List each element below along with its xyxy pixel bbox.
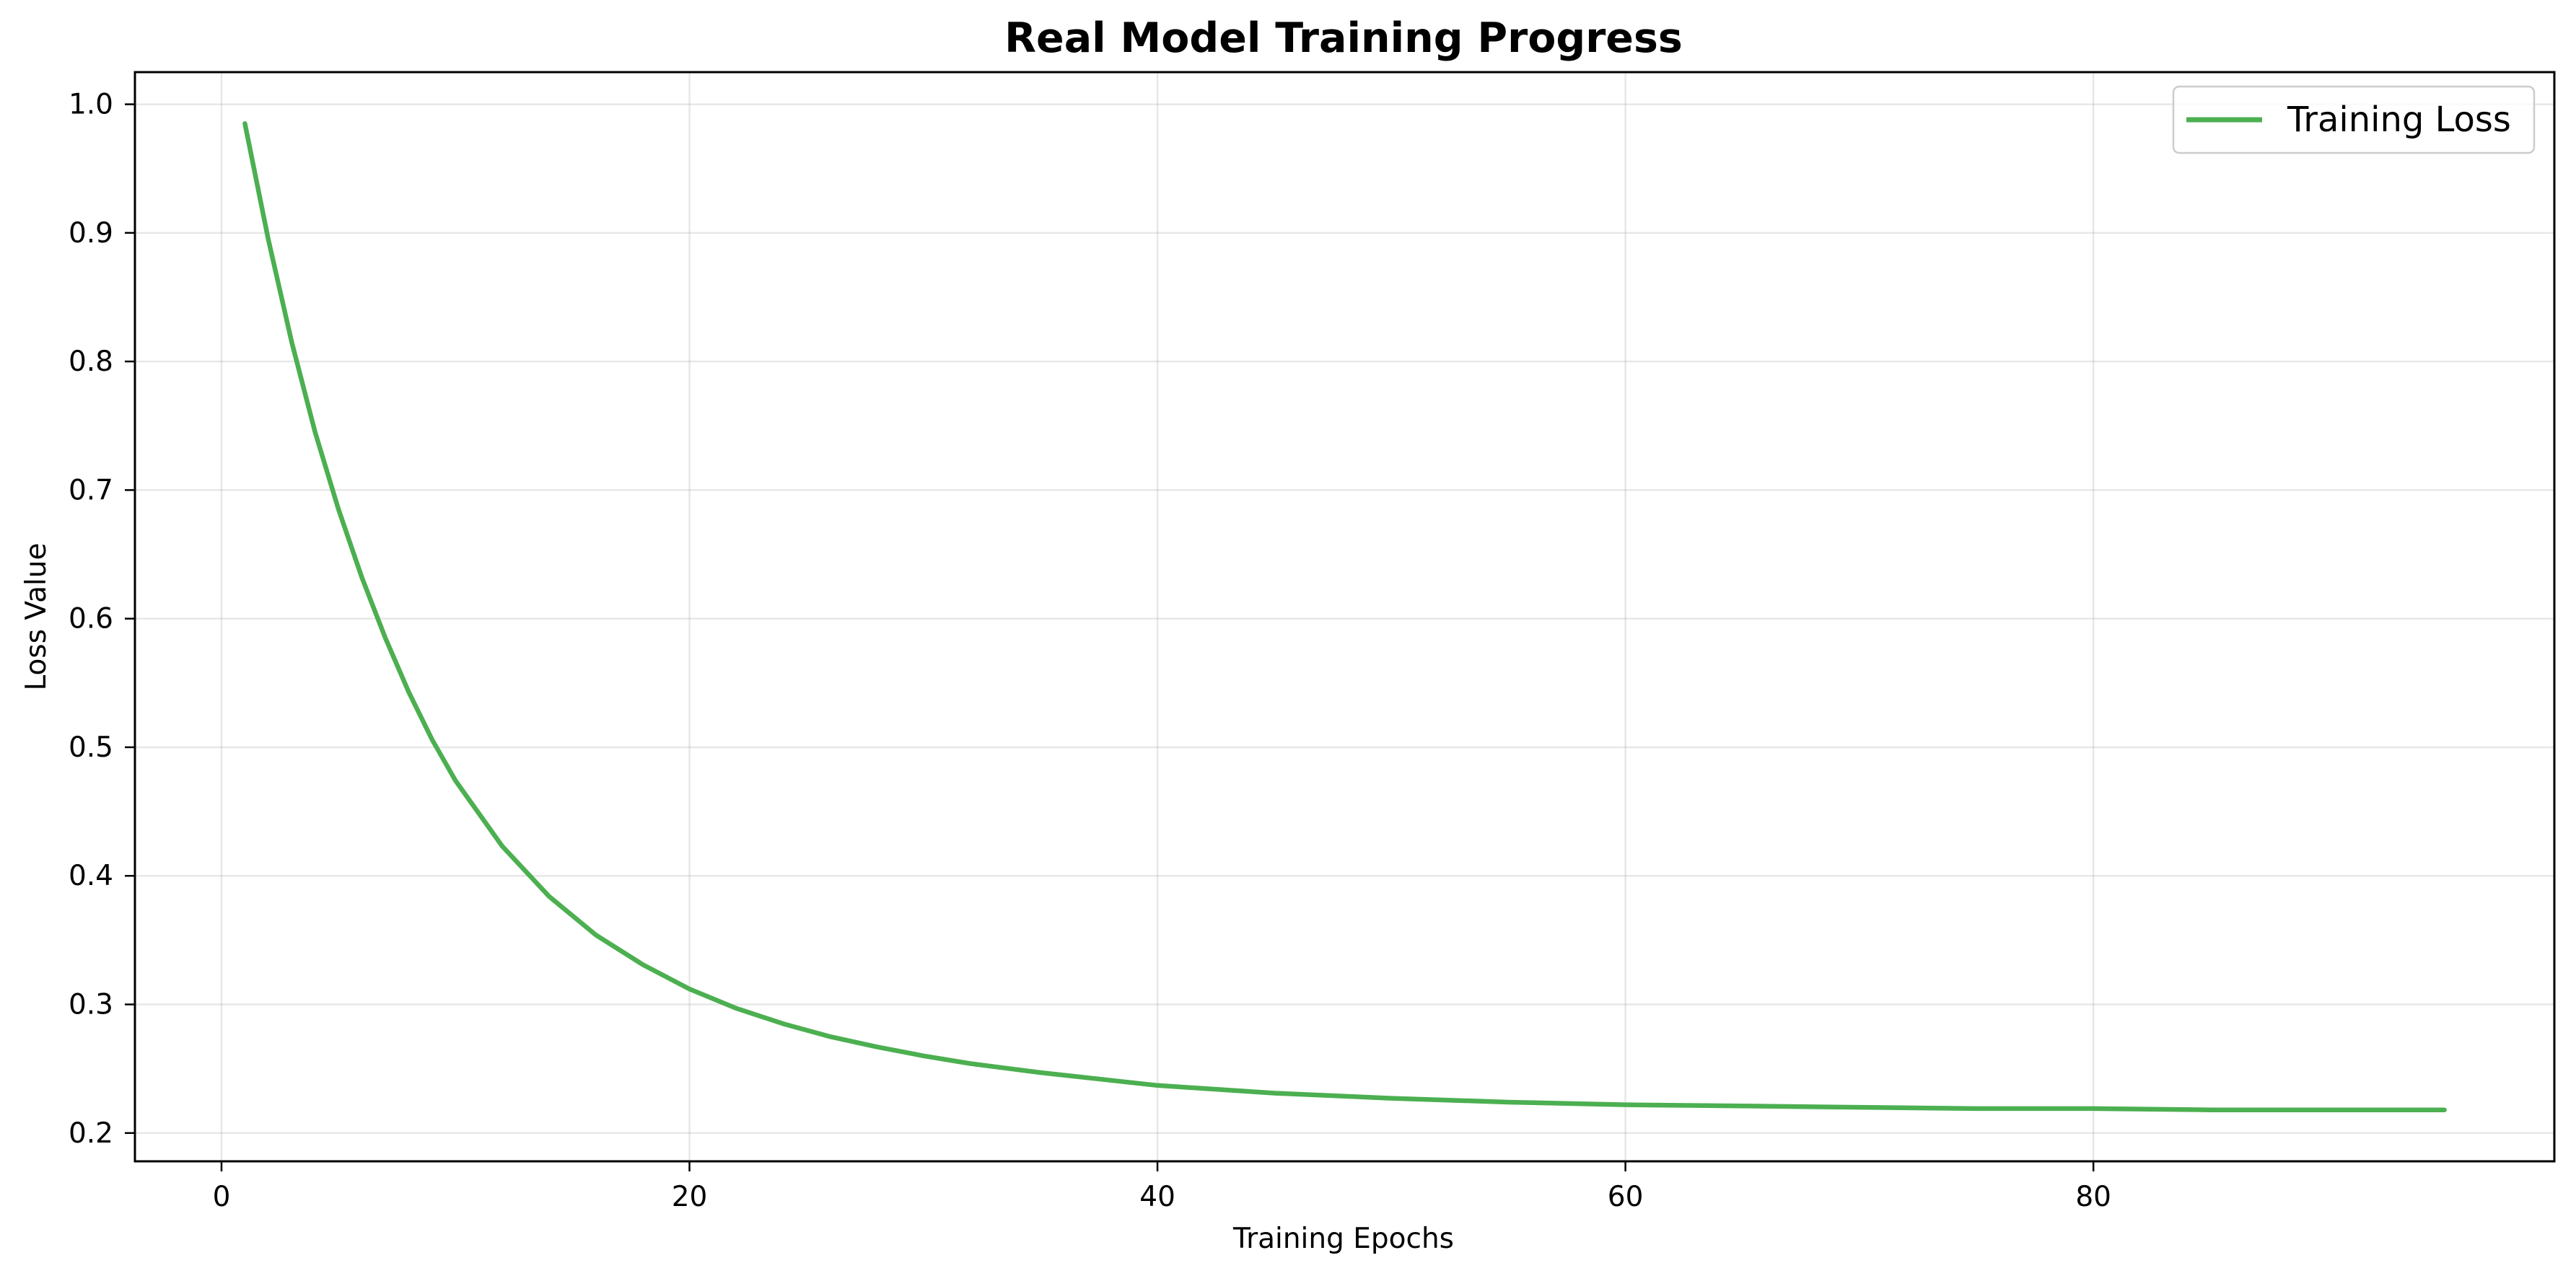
legend-label: Training Loss <box>2287 100 2511 140</box>
y-tick-label: 0.3 <box>69 989 113 1021</box>
y-tick-label: 0.8 <box>69 346 113 378</box>
plot-frame <box>133 71 2556 1163</box>
y-tick-label: 0.9 <box>69 217 113 250</box>
grid <box>135 72 2554 1161</box>
x-tick-label: 60 <box>1608 1181 1644 1213</box>
series-line-training-loss <box>242 121 2447 1112</box>
x-ticks: 0 20 40 60 80 <box>213 1161 2111 1213</box>
x-axis-label: Training Epochs <box>1232 1223 1454 1255</box>
chart-title: Real Model Training Progress <box>1004 14 1683 62</box>
y-tick-label: 0.4 <box>69 860 113 892</box>
y-tick-label: 0.5 <box>69 731 113 764</box>
x-tick-label: 0 <box>213 1181 231 1213</box>
y-tick-label: 1.0 <box>69 89 113 121</box>
y-axis-label: Loss Value <box>20 542 53 690</box>
x-tick-label: 20 <box>672 1181 708 1213</box>
legend-box <box>2172 85 2536 154</box>
legend: Training Loss <box>2172 85 2536 154</box>
y-ticks: 0.2 0.3 0.4 0.5 0.6 0.7 0.8 0.9 1.0 <box>69 89 135 1150</box>
x-tick-label: 40 <box>1139 1181 1175 1213</box>
y-tick-label: 0.6 <box>69 603 113 635</box>
y-tick-label: 0.7 <box>69 474 113 506</box>
line-layer <box>242 121 2447 1112</box>
y-tick-label: 0.2 <box>69 1117 113 1150</box>
x-tick-label: 80 <box>2075 1181 2111 1213</box>
